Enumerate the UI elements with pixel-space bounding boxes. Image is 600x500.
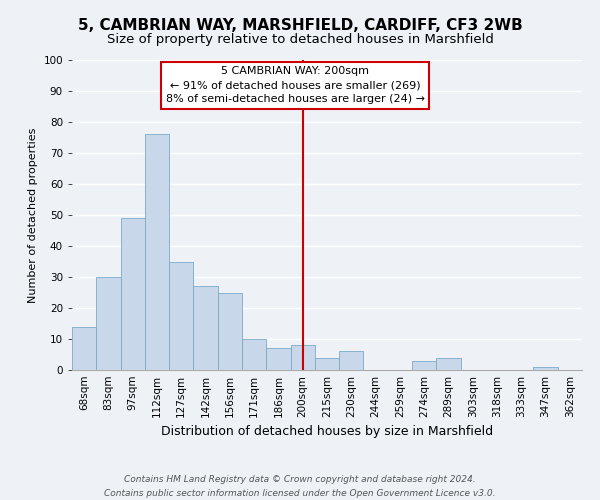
Text: Size of property relative to detached houses in Marshfield: Size of property relative to detached ho… [107, 32, 493, 46]
Text: 5, CAMBRIAN WAY, MARSHFIELD, CARDIFF, CF3 2WB: 5, CAMBRIAN WAY, MARSHFIELD, CARDIFF, CF… [77, 18, 523, 32]
Bar [193, 286, 218, 370]
Bar [145, 134, 169, 370]
Text: 5 CAMBRIAN WAY: 200sqm
← 91% of detached houses are smaller (269)
8% of semi-det: 5 CAMBRIAN WAY: 200sqm ← 91% of detached… [166, 66, 425, 104]
Bar [121, 218, 145, 370]
Bar [218, 292, 242, 370]
Text: Contains HM Land Registry data © Crown copyright and database right 2024.
Contai: Contains HM Land Registry data © Crown c… [104, 476, 496, 498]
Bar [533, 367, 558, 370]
Bar [72, 326, 96, 370]
Bar [339, 352, 364, 370]
Bar [315, 358, 339, 370]
Bar [290, 345, 315, 370]
Bar [412, 360, 436, 370]
Bar [96, 277, 121, 370]
Bar [266, 348, 290, 370]
Bar [169, 262, 193, 370]
Y-axis label: Number of detached properties: Number of detached properties [28, 128, 38, 302]
Bar [242, 339, 266, 370]
Bar [436, 358, 461, 370]
X-axis label: Distribution of detached houses by size in Marshfield: Distribution of detached houses by size … [161, 426, 493, 438]
